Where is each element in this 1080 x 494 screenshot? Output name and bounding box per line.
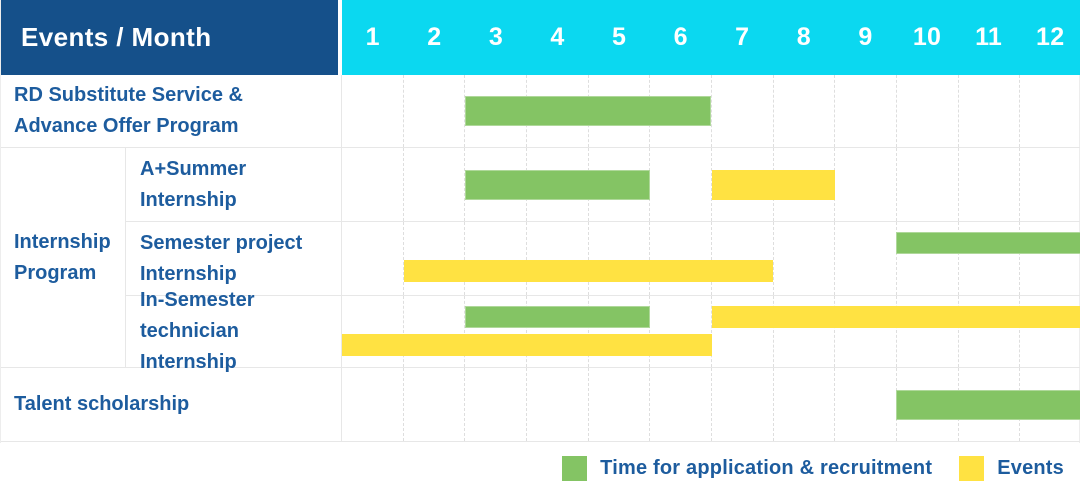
month-header-row: 1 2 3 4 5 6 7 8 9 10 11 12 <box>342 0 1080 75</box>
gantt-bar-application <box>465 96 712 126</box>
month-gridline <box>650 222 713 295</box>
month-header-cell: 9 <box>858 23 873 51</box>
gantt-row-chart <box>342 148 1080 222</box>
month-gridline <box>342 296 404 367</box>
row-label-semester-project-internship: Semester project Internship <box>126 222 342 296</box>
gantt-bar-application <box>896 232 1080 254</box>
legend-item-events: Events <box>959 456 1064 481</box>
gantt-bar-application <box>465 306 650 328</box>
legend-swatch-application-icon <box>562 456 588 481</box>
month-gridline <box>342 148 404 221</box>
month-gridline <box>650 368 713 441</box>
month-gridline <box>774 296 836 367</box>
month-gridline <box>959 75 1021 147</box>
month-header-cell: 4 <box>550 23 565 51</box>
group-label-internship-program: Internship Program <box>1 148 126 368</box>
gantt-table: Events / Month 1 2 3 4 5 6 7 8 9 10 11 1… <box>0 0 1080 443</box>
row-label-rd-substitute-service: RD Substitute Service & Advance Offer Pr… <box>1 75 342 148</box>
month-gridline <box>897 222 959 295</box>
month-gridline <box>589 296 651 367</box>
legend-swatch-events-icon <box>959 456 985 481</box>
month-gridline <box>589 368 651 441</box>
gantt-row-chart <box>342 296 1080 368</box>
month-header-cell: 10 <box>912 23 942 51</box>
month-gridline <box>897 75 959 147</box>
month-gridline <box>835 75 898 147</box>
gantt-row-chart <box>342 75 1080 148</box>
month-gridline <box>404 75 466 147</box>
month-gridline <box>712 75 774 147</box>
month-gridline <box>835 296 898 367</box>
gantt-bar-event <box>711 169 835 200</box>
month-header-cell: 2 <box>427 23 442 51</box>
month-gridline <box>404 368 466 441</box>
month-gridline <box>589 222 651 295</box>
month-gridline <box>404 222 466 295</box>
legend-item-application: Time for application & recruitment <box>562 456 932 481</box>
month-gridline <box>650 148 713 221</box>
month-gridline <box>774 222 836 295</box>
month-gridline <box>712 368 774 441</box>
month-gridline <box>527 368 589 441</box>
month-gridline <box>1020 75 1080 147</box>
month-header-cell: 12 <box>1035 23 1065 51</box>
month-header-cell: 1 <box>365 23 380 51</box>
month-gridline <box>774 75 836 147</box>
month-gridline <box>774 368 836 441</box>
month-header-cell: 5 <box>612 23 627 51</box>
month-header-cell: 8 <box>796 23 811 51</box>
gantt-bar-event <box>711 306 1080 328</box>
month-header-cell: 3 <box>488 23 504 51</box>
month-gridline <box>774 148 836 221</box>
gantt-row-chart <box>342 368 1080 442</box>
gantt-bar-event <box>403 260 774 282</box>
row-label-in-semester-technician-internship: In-Semester technician Internship <box>126 289 342 373</box>
month-gridline <box>404 296 466 367</box>
month-header-cell: 6 <box>673 23 688 51</box>
month-gridline <box>650 296 713 367</box>
legend: Time for application & recruitment Event… <box>0 443 1080 494</box>
month-gridline <box>959 296 1021 367</box>
month-gridline <box>835 368 898 441</box>
month-header-cell: 11 <box>975 23 1003 51</box>
gantt-bar-application <box>896 389 1080 420</box>
row-label-a-plus-summer-internship: A+Summer Internship <box>126 148 342 222</box>
legend-label-application: Time for application & recruitment <box>600 457 933 479</box>
month-gridline <box>527 222 589 295</box>
legend-label-events: Events <box>997 457 1064 479</box>
month-gridline <box>712 296 774 367</box>
month-gridline <box>465 222 528 295</box>
month-gridline <box>342 75 404 147</box>
month-gridline <box>527 296 589 367</box>
table-header-events-month: Events / Month <box>1 0 342 75</box>
month-gridline <box>835 148 898 221</box>
gantt-bar-application <box>465 169 650 200</box>
month-gridline <box>897 148 959 221</box>
month-gridline <box>342 368 404 441</box>
month-gridline <box>959 148 1021 221</box>
month-gridline <box>1020 148 1080 221</box>
month-gridline <box>465 296 528 367</box>
month-gridline <box>897 296 959 367</box>
month-gridline <box>465 368 528 441</box>
month-gridline <box>342 222 404 295</box>
month-header-cell: 7 <box>735 23 750 51</box>
month-gridline <box>959 222 1021 295</box>
month-gridline <box>650 75 713 147</box>
month-gridline <box>404 148 466 221</box>
gantt-bar-event <box>342 334 712 356</box>
gantt-row-chart <box>342 222 1080 296</box>
month-gridline <box>712 222 774 295</box>
row-label-talent-scholarship: Talent scholarship <box>1 368 342 442</box>
month-gridline <box>835 222 898 295</box>
